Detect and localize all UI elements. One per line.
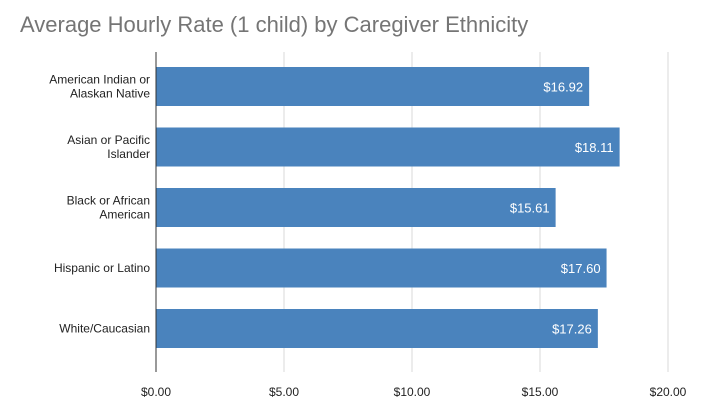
x-tick-label: $0.00 [141,385,171,399]
x-tick-label: $5.00 [269,385,299,399]
bar-value-label: $16.92 [543,80,583,95]
bars [156,67,620,348]
category-label: Hispanic or Latino [54,261,150,275]
category-label-line: Asian or Pacific [67,133,150,147]
x-tick-label: $15.00 [522,385,559,399]
data-labels: $16.92 $18.11 $15.61 $17.60 $17.26 [510,80,614,337]
category-label-line: Black or African [67,194,150,208]
category-label: Black or African American [67,194,150,222]
bar-value-label: $15.61 [510,201,550,216]
bar [156,188,556,227]
category-label: White/Caucasian [59,322,150,336]
category-label: Asian or Pacific Islander [67,133,150,161]
category-label-line: American [99,208,150,222]
category-label-line: Hispanic or Latino [54,261,150,275]
bar [156,67,590,106]
bar [156,309,598,348]
bar-value-label: $18.11 [575,140,614,155]
category-label-line: Alaskan Native [70,87,150,101]
x-axis-tick-labels: $0.00 $5.00 $10.00 $15.00 $20.00 [141,385,687,399]
category-label-line: American Indian or [49,73,150,87]
chart-title: Average Hourly Rate (1 child) by Caregiv… [20,12,529,37]
category-labels: American Indian or Alaskan Native Asian or… [49,73,150,336]
category-label-line: White/Caucasian [59,322,150,336]
bar-value-label: $17.26 [552,322,592,337]
x-tick-label: $10.00 [394,385,431,399]
category-label: American Indian or Alaskan Native [49,73,150,101]
x-tick-label: $20.00 [650,385,687,399]
bar [156,248,607,288]
category-label-line: Islander [107,147,150,161]
bar-value-label: $17.60 [561,261,601,276]
bar [156,127,620,167]
